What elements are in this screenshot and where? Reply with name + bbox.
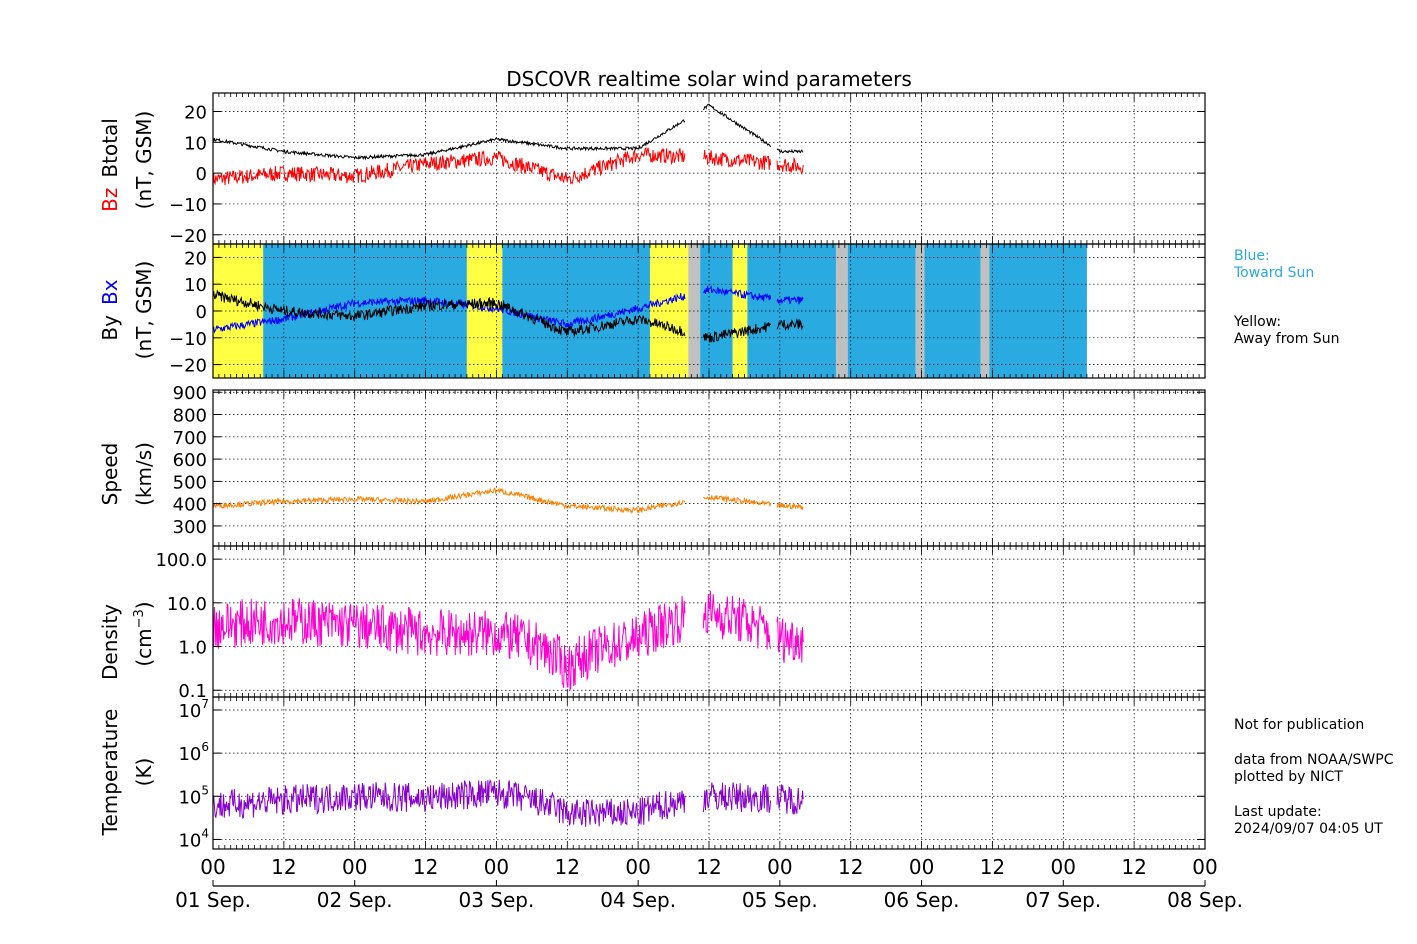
series-temperature — [212, 779, 804, 827]
series-density — [212, 590, 804, 692]
by-label: By — [98, 315, 122, 341]
imf-panel-label: By Bx (nT, GSM) — [98, 261, 156, 360]
hour-tick-label: 12 — [271, 855, 296, 879]
y-tick-label: 10 — [184, 133, 207, 154]
hour-tick-label: 00 — [1192, 855, 1217, 879]
y-tick-labels: −20−1001020−20−1001020300400500600700800… — [155, 102, 209, 851]
y-tick-label: 0.1 — [178, 681, 207, 702]
y-tick-label: −20 — [169, 226, 207, 247]
speed-unit-label: (km/s) — [132, 442, 156, 506]
plotted-by-note: plotted by NICT — [1234, 769, 1343, 785]
hour-tick-label: 12 — [696, 855, 721, 879]
date-tick-label: 01 Sep. — [175, 888, 251, 912]
y-tick-label: 700 — [173, 428, 207, 449]
hour-tick-label: 12 — [555, 855, 580, 879]
date-tick-label: 08 Sep. — [1167, 888, 1243, 912]
series-by — [212, 289, 804, 343]
bt-label: Btotal — [98, 118, 122, 177]
sector-gap — [915, 244, 925, 378]
legend-blue-line2: Toward Sun — [1234, 265, 1315, 281]
y-tick-label: 500 — [173, 472, 207, 493]
temperature-unit-label: (K) — [132, 758, 156, 787]
y-tick-label: 800 — [173, 406, 207, 427]
hour-tick-label: 00 — [1051, 855, 1076, 879]
y-tick-label: −10 — [169, 329, 207, 350]
density-unit-label: (cm−3) — [132, 601, 156, 666]
bx-label: Bx — [98, 279, 122, 305]
mag-panel-label: Bz Btotal (nT, GSM) — [98, 111, 156, 212]
not-for-publication-note: Not for publication — [1234, 717, 1365, 733]
sector-toward — [924, 244, 981, 378]
gridlines — [213, 93, 1205, 849]
speed-label: Speed — [98, 443, 122, 506]
last-update-label: Last update: — [1234, 804, 1322, 820]
date-tick-label: 07 Sep. — [1025, 888, 1101, 912]
series-btotal — [212, 103, 804, 161]
legend-blue-line1: Blue: — [1234, 248, 1270, 264]
date-tick-label: 05 Sep. — [742, 888, 818, 912]
y-tick-label: 1.0 — [178, 638, 207, 659]
y-tick-label: 0 — [196, 302, 207, 323]
hour-tick-label: 12 — [413, 855, 438, 879]
y-tick-label: 104 — [178, 826, 209, 851]
hour-tick-label: 00 — [767, 855, 792, 879]
y-tick-label: −20 — [169, 356, 207, 377]
sector-away — [466, 244, 503, 378]
y-tick-label: 0 — [196, 164, 207, 185]
y-tick-label: 300 — [173, 517, 207, 538]
mag-unit-label: (nT, GSM) — [132, 111, 156, 210]
series-bz — [212, 146, 804, 188]
density-label: Density — [98, 604, 122, 680]
temperature-label: Temperature — [98, 709, 122, 837]
y-tick-label: 106 — [178, 740, 209, 765]
y-tick-label: 107 — [178, 697, 209, 722]
sector-away — [732, 244, 748, 378]
legend-yellow-line1: Yellow: — [1234, 314, 1282, 330]
y-tick-label: 10 — [184, 275, 207, 296]
hour-tick-label: 00 — [342, 855, 367, 879]
data-source-note: data from NOAA/SWPC — [1234, 752, 1394, 768]
legend-yellow-line2: Away from Sun — [1234, 331, 1340, 347]
panel-frames — [212, 92, 1206, 850]
hour-tick-label: 00 — [200, 855, 225, 879]
imf-unit-label: (nT, GSM) — [132, 261, 156, 360]
series-speed — [212, 487, 804, 515]
last-update-value: 2024/09/07 04:05 UT — [1234, 821, 1383, 837]
y-tick-label: 20 — [184, 248, 207, 269]
hour-tick-label: 00 — [909, 855, 934, 879]
svg-text:BzBtotal: Bz Btotal — [98, 118, 122, 212]
chart-title: DSCOVR realtime solar wind parameters — [506, 67, 912, 91]
hour-tick-label: 12 — [1121, 855, 1146, 879]
date-tick-label: 02 Sep. — [317, 888, 393, 912]
svg-text:ByBx: By Bx — [98, 279, 122, 340]
y-tick-label: 600 — [173, 450, 207, 471]
y-tick-label: 100.0 — [155, 550, 207, 571]
date-tick-label: 03 Sep. — [458, 888, 534, 912]
hour-tick-label: 00 — [484, 855, 509, 879]
sector-toward — [747, 244, 836, 378]
y-tick-label: 400 — [173, 495, 207, 516]
y-tick-label: 20 — [184, 102, 207, 123]
data-series — [212, 103, 804, 827]
y-tick-label: 105 — [178, 783, 209, 808]
date-tick-label: 06 Sep. — [884, 888, 960, 912]
y-tick-label: 900 — [173, 383, 207, 404]
date-tick-label: 04 Sep. — [600, 888, 676, 912]
hour-tick-label: 12 — [838, 855, 863, 879]
y-tick-label: 10.0 — [167, 594, 207, 615]
y-tick-label: −10 — [169, 195, 207, 216]
hour-tick-label: 12 — [980, 855, 1005, 879]
bz-label: Bz — [98, 188, 122, 212]
x-axis: 00 12 00 12 00 12 00 12 00 12 00 12 00 12 00 01 Sep. 02 … — [175, 855, 1243, 912]
hour-tick-label: 00 — [625, 855, 650, 879]
